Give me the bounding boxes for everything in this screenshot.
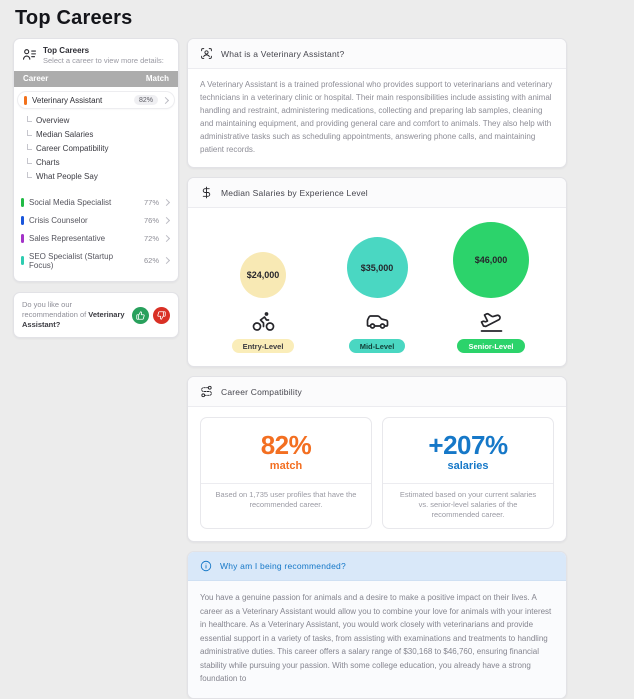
senior-level-pill: Senior-Level bbox=[457, 339, 525, 353]
plane-takeoff-icon bbox=[480, 312, 502, 332]
salaries-panel: Median Salaries by Experience Level $24,… bbox=[187, 177, 567, 367]
senior-salary-value: $46,000 bbox=[474, 255, 508, 265]
dollar-icon bbox=[202, 186, 211, 199]
career-color-bar bbox=[21, 197, 24, 207]
compatibility-panel-header: Career Compatibility bbox=[188, 377, 566, 407]
career-list-panel: Top Careers Select a career to view more… bbox=[13, 38, 179, 282]
career-column-header: Career bbox=[23, 74, 49, 83]
career-list-panel-header: Top Careers Select a career to view more… bbox=[14, 39, 178, 71]
feedback-career-name: Veterinary Assistant? bbox=[22, 310, 125, 329]
thumbs-up-button[interactable] bbox=[132, 306, 149, 324]
user-scan-icon bbox=[201, 48, 212, 59]
why-panel-title: Why am I being recommended? bbox=[220, 561, 346, 571]
mid-level-pill: Mid-Level bbox=[348, 339, 406, 353]
chevron-right-icon bbox=[162, 198, 171, 206]
tree-branch-icon bbox=[27, 171, 32, 178]
career-row[interactable]: SEO Specialist (Startup Focus) 62% bbox=[14, 247, 178, 274]
subsection-overview[interactable]: Overview bbox=[27, 113, 172, 127]
career-table-header: Career Match bbox=[14, 71, 178, 87]
career-color-bar bbox=[24, 95, 27, 105]
subsection-charts[interactable]: Charts bbox=[27, 155, 172, 169]
match-stat-card: 82% match Based on 1,735 user profiles t… bbox=[200, 417, 372, 529]
salary-level-entry: $24,000 Entry-Level bbox=[206, 222, 320, 353]
compatibility-panel: Career Compatibility 82% match Based on … bbox=[187, 376, 567, 542]
subsection-career-compatibility[interactable]: Career Compatibility bbox=[27, 141, 172, 155]
career-row[interactable]: Social Media Specialist 77% bbox=[14, 193, 178, 211]
salary-growth-label: salaries bbox=[447, 460, 489, 472]
why-recommended-panel: Why am I being recommended? You have a g… bbox=[187, 551, 567, 699]
sidebar: Top Careers Select a career to view more… bbox=[13, 38, 179, 338]
page-title: Top Careers bbox=[15, 7, 133, 29]
match-column-header: Match bbox=[145, 74, 169, 83]
tree-branch-icon bbox=[27, 129, 32, 136]
about-panel: What is a Veterinary Assistant? A Veteri… bbox=[187, 38, 567, 168]
panel-subtitle: Select a career to view more details: bbox=[43, 56, 164, 65]
user-list-icon bbox=[23, 49, 36, 60]
salary-growth-caption: Estimated based on your current salaries… bbox=[383, 483, 553, 528]
tree-branch-icon bbox=[27, 143, 32, 150]
career-color-bar bbox=[21, 256, 24, 265]
career-list-panel-titles: Top Careers Select a career to view more… bbox=[43, 46, 164, 65]
compatibility-panel-title: Career Compatibility bbox=[221, 386, 302, 397]
match-caption: Based on 1,735 user profiles that have t… bbox=[201, 483, 371, 518]
thumbs-up-icon bbox=[136, 310, 145, 320]
why-description: You have a genuine passion for animals a… bbox=[188, 581, 566, 698]
compatibility-stats: 82% match Based on 1,735 user profiles t… bbox=[188, 407, 566, 541]
thumbs-down-button[interactable] bbox=[153, 306, 170, 324]
senior-salary-bubble: $46,000 bbox=[453, 222, 529, 298]
career-name: Veterinary Assistant bbox=[32, 95, 103, 105]
subsection-what-people-say[interactable]: What People Say bbox=[27, 169, 172, 183]
salary-growth-stat-card: +207% salaries Estimated based on your c… bbox=[382, 417, 554, 529]
mid-salary-value: $35,000 bbox=[360, 262, 394, 273]
feedback-panel: Do you like our recommendation of Veteri… bbox=[13, 292, 179, 338]
entry-salary-value: $24,000 bbox=[246, 270, 280, 280]
chevron-right-icon bbox=[162, 256, 171, 265]
career-color-bar bbox=[21, 215, 24, 225]
panel-title: Top Careers bbox=[43, 46, 90, 55]
tree-branch-icon bbox=[27, 115, 32, 122]
salaries-panel-title: Median Salaries by Experience Level bbox=[221, 187, 368, 198]
info-icon bbox=[200, 560, 212, 572]
subsection-median-salaries[interactable]: Median Salaries bbox=[27, 127, 172, 141]
career-color-bar bbox=[21, 233, 24, 243]
thumbs-down-icon bbox=[157, 310, 166, 320]
bicycle-icon bbox=[252, 312, 274, 331]
match-badge: 82% bbox=[133, 95, 158, 105]
chevron-right-icon bbox=[162, 234, 171, 242]
match-label: match bbox=[269, 460, 303, 472]
career-row[interactable]: Crisis Counselor 76% bbox=[14, 211, 178, 229]
salary-level-mid: $35,000 Mid-Level bbox=[320, 222, 434, 353]
about-description: A Veterinary Assistant is a trained prof… bbox=[200, 80, 553, 154]
main-content: What is a Veterinary Assistant? A Veteri… bbox=[187, 38, 567, 699]
tree-branch-icon bbox=[27, 157, 32, 164]
entry-salary-bubble: $24,000 bbox=[240, 252, 286, 298]
why-panel-header: Why am I being recommended? bbox=[188, 552, 566, 581]
salaries-panel-header: Median Salaries by Experience Level bbox=[188, 178, 566, 208]
chevron-right-icon bbox=[161, 96, 170, 104]
match-percentage: 82% bbox=[260, 430, 312, 460]
car-icon bbox=[366, 315, 388, 329]
salary-levels: $24,000 Entry-Level $35,000 bbox=[188, 208, 566, 366]
route-icon bbox=[201, 385, 212, 398]
career-row[interactable]: Sales Representative 72% bbox=[14, 229, 178, 247]
chevron-right-icon bbox=[162, 216, 171, 224]
feedback-question: Do you like our recommendation of Veteri… bbox=[22, 300, 125, 329]
salary-growth-percentage: +207% bbox=[428, 430, 508, 460]
other-careers-list: Social Media Specialist 77% Crisis Couns… bbox=[14, 188, 178, 281]
page-layout: Top Careers Select a career to view more… bbox=[0, 38, 634, 699]
mid-salary-bubble: $35,000 bbox=[346, 237, 408, 298]
career-subsections: Overview Median Salaries Career Compatib… bbox=[14, 109, 178, 188]
about-panel-header: What is a Veterinary Assistant? bbox=[188, 39, 566, 69]
salary-level-senior: $46,000 Senior-Level bbox=[434, 222, 548, 353]
entry-level-pill: Entry-Level bbox=[231, 339, 295, 353]
career-row-selected[interactable]: Veterinary Assistant 82% bbox=[18, 92, 174, 108]
about-panel-title: What is a Veterinary Assistant? bbox=[221, 48, 345, 59]
